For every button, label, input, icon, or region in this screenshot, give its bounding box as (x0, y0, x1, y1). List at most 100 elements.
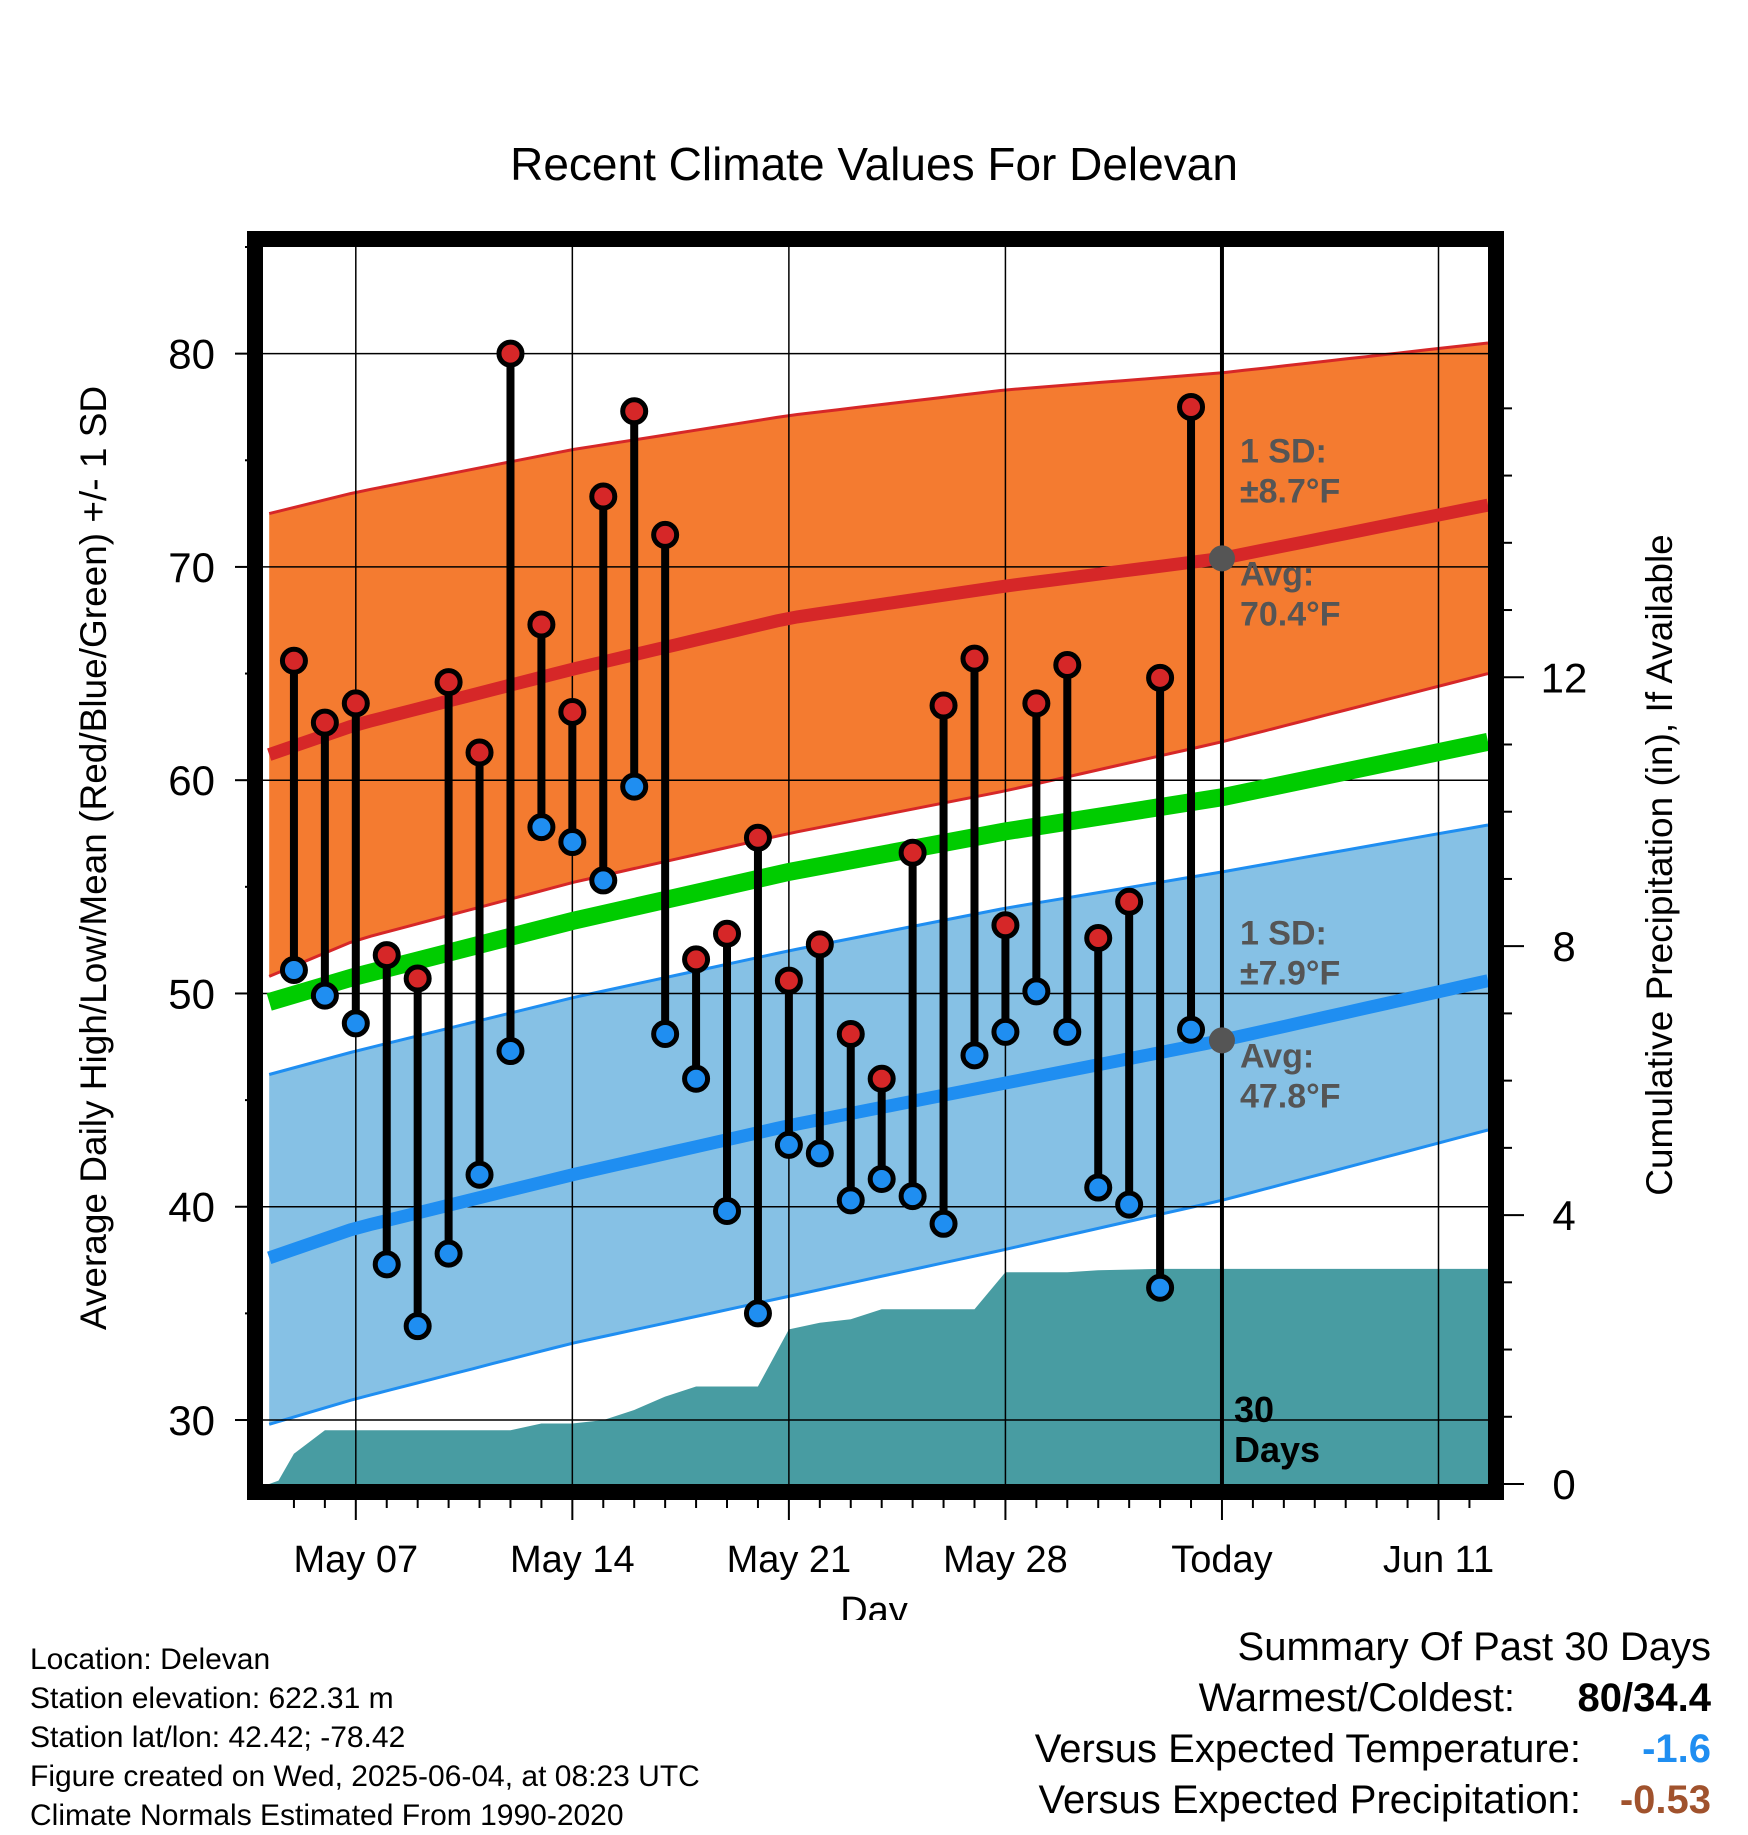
low-avg-marker (1208, 1027, 1235, 1054)
observed-low-point (465, 1160, 494, 1189)
observed-high-point (682, 945, 711, 974)
high-sd-label: ±8.7°F (1240, 472, 1340, 510)
y-tick-label: 80 (168, 331, 215, 378)
low-sd-label: 1 SD: (1240, 914, 1327, 952)
observed-high-point (651, 520, 680, 549)
high-sd-label: 1 SD: (1240, 432, 1327, 470)
summary-title: Summary Of Past 30 Days (1237, 1625, 1711, 1669)
y-tick-label: 60 (168, 757, 215, 804)
observed-low-point (867, 1165, 896, 1194)
x-axis-label: Day (840, 1590, 908, 1620)
y2-tick-label: 12 (1541, 654, 1588, 701)
temp-row: Versus Expected Temperature: -1.6 (811, 1727, 1711, 1778)
observed-high-point (527, 610, 556, 639)
observed-low-point (743, 1299, 772, 1328)
observed-high-point (434, 668, 463, 697)
observed-high-point (774, 966, 803, 995)
observed-low-point (1084, 1173, 1113, 1202)
y-axis-label: Average Daily High/Low/Mean (Red/Blue/Gr… (73, 386, 114, 1330)
observed-low-point (1177, 1015, 1206, 1044)
observed-high-point (898, 838, 927, 867)
x-tick-label: May 28 (943, 1539, 1068, 1581)
days-label: Days (1234, 1429, 1320, 1470)
y2-tick-label: 8 (1552, 923, 1575, 970)
observed-high-point (836, 1019, 865, 1048)
observed-low-point (1146, 1273, 1175, 1302)
observed-low-point (898, 1182, 927, 1211)
observed-high-point (372, 941, 401, 970)
observed-low-point (805, 1139, 834, 1168)
observed-low-point (991, 1017, 1020, 1046)
normals-text: Climate Normals Estimated From 1990-2020 (30, 1799, 624, 1832)
observed-low-point (651, 1019, 680, 1048)
observed-low-point (960, 1041, 989, 1070)
precip-label: Versus Expected Precipitation: (1038, 1778, 1581, 1822)
observed-high-point (929, 691, 958, 720)
observed-low-point (341, 1009, 370, 1038)
observed-low-point (527, 813, 556, 842)
elevation-text: Station elevation: 622.31 m (30, 1682, 394, 1715)
y-tick-label: 50 (168, 970, 215, 1017)
chart-title: Recent Climate Values For Delevan (510, 138, 1238, 190)
y-tick-label: 30 (168, 1397, 215, 1444)
observed-low-point (558, 828, 587, 857)
observed-high-point (620, 397, 649, 426)
observed-high-point (496, 339, 525, 368)
observed-low-point (929, 1209, 958, 1238)
observed-high-point (805, 930, 834, 959)
observed-high-point (558, 697, 587, 726)
precip-value: -0.53 (1619, 1778, 1711, 1822)
y2-axis-label: Cumulative Precipitation (in), If Availa… (1639, 534, 1680, 1196)
low-avg-label: 47.8°F (1240, 1077, 1341, 1115)
created-text: Figure created on Wed, 2025-06-04, at 08… (30, 1760, 700, 1793)
x-tick-label: May 14 (510, 1539, 635, 1581)
precip-row: Versus Expected Precipitation: -0.53 (811, 1778, 1711, 1829)
low-sd-band-upper-edge (268, 823, 1489, 1076)
observed-low-point (1022, 977, 1051, 1006)
low-sd-band-lower-edge (268, 1128, 1489, 1426)
high-avg-label: 70.4°F (1240, 595, 1341, 633)
high-normal-line (267, 498, 1490, 761)
x-tick-label: Today (1171, 1539, 1272, 1581)
observed-low-point (836, 1186, 865, 1215)
observed-low-point (774, 1130, 803, 1159)
observed-low-point (1115, 1190, 1144, 1219)
summary-title-row: Summary Of Past 30 Days (811, 1625, 1711, 1676)
x-tick-label: Jun 11 (1383, 1539, 1494, 1581)
observed-high-point (1053, 651, 1082, 680)
observed-high-point (867, 1064, 896, 1093)
y-tick-label: 70 (168, 544, 215, 591)
precipitation-area (269, 1268, 1488, 1484)
observed-high-point (341, 689, 370, 718)
observed-high-point (1177, 392, 1206, 421)
observed-high-point (1022, 689, 1051, 718)
high-avg-marker (1208, 545, 1235, 572)
low-avg-label: Avg: (1240, 1037, 1314, 1075)
observed-high-point (465, 738, 494, 767)
high-sd-band-lower-edge (268, 672, 1489, 978)
observed-high-point (743, 823, 772, 852)
observed-low-point (1053, 1017, 1082, 1046)
observed-high-point (713, 919, 742, 948)
y-tick-label: 40 (168, 1184, 215, 1231)
observed-low-point (589, 866, 618, 895)
temp-value: -1.6 (1642, 1727, 1711, 1771)
plot-frame (247, 231, 1504, 1500)
days-label: 30 (1234, 1389, 1274, 1430)
observed-low-point (310, 981, 339, 1010)
observed-high-point (403, 964, 432, 993)
observed-low-point (496, 1037, 525, 1066)
high-sd-band-upper-edge (268, 341, 1489, 516)
y2-tick-label: 4 (1552, 1192, 1575, 1239)
x-tick-label: May 21 (727, 1539, 852, 1581)
station-info: Location: Delevan Station elevation: 622… (30, 1640, 700, 1835)
y2-tick-label: 0 (1552, 1461, 1575, 1508)
warmest-row: Warmest/Coldest: 80/34.4 (811, 1676, 1711, 1727)
temp-label: Versus Expected Temperature: (1034, 1727, 1581, 1771)
high-avg-label: Avg: (1240, 555, 1314, 593)
location-text: Location: Delevan (30, 1643, 271, 1676)
observed-low-point (403, 1312, 432, 1341)
observed-high-point (1146, 663, 1175, 692)
observed-low-point (279, 956, 308, 985)
